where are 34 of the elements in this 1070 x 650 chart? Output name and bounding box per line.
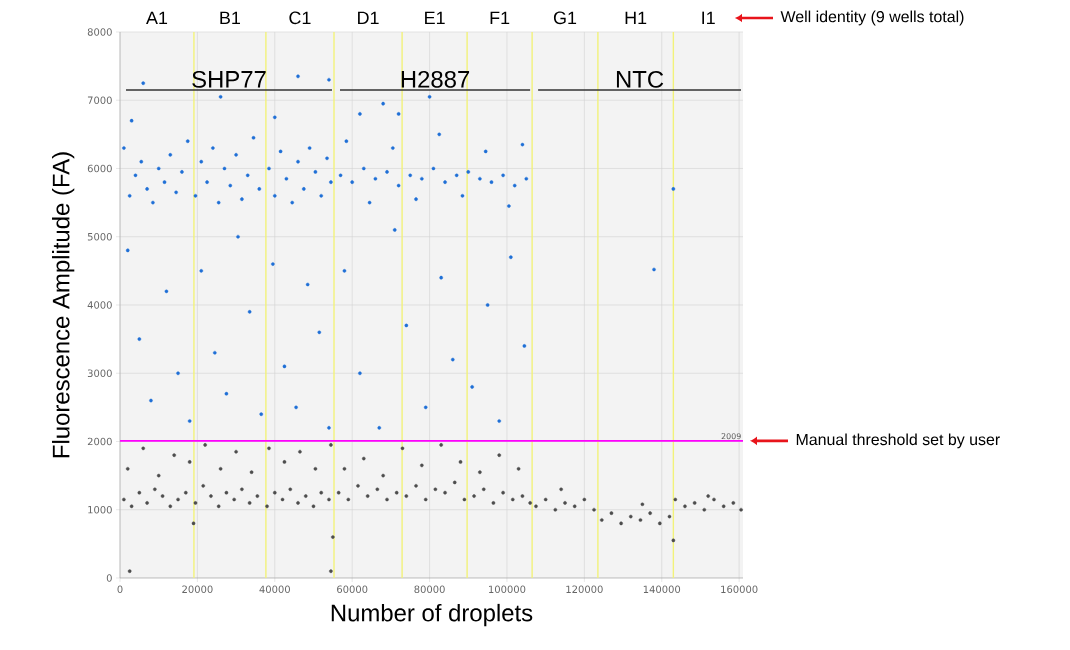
text: F1 [490, 11, 510, 24]
annotation: SHP77 [192, 70, 266, 88]
annotation: NTC [616, 70, 664, 88]
annotation: H2887 [401, 70, 470, 88]
y-tick-label: 4000 [87, 301, 112, 309]
y-tick-label: 5000 [87, 232, 112, 241]
y-tick-label: 3000 [87, 369, 112, 377]
y-tick-label: 2000 [87, 437, 112, 446]
text: Well identity (9 wells total) [780, 10, 964, 26]
text: A1 [146, 11, 168, 24]
x-tick-label: 100000 [489, 585, 526, 594]
x-axis-title: Number of droplets [331, 603, 533, 627]
x-tick-label: 60000 [337, 585, 368, 594]
y-tick-label: 7000 [87, 96, 112, 104]
y-tick-label: 1000 [88, 505, 112, 514]
text: Manual threshold set by user [796, 433, 1000, 449]
x-tick-label: 80000 [414, 585, 445, 594]
y-tick-label: 6000 [87, 164, 112, 173]
y-tick-label: 8000 [87, 28, 112, 36]
x-tick-label: 20000 [182, 585, 213, 594]
x-tick-label: 40000 [259, 585, 290, 594]
text: H1 [625, 11, 647, 24]
x-tick-label: 0 [117, 585, 123, 594]
text: I1 [702, 11, 715, 24]
text: B1 [220, 11, 240, 24]
text: C1 [289, 11, 311, 25]
x-tick-label: 120000 [566, 585, 603, 594]
y-axis-title: Fluorescence Amplitude (FA) [52, 152, 75, 458]
text: G1 [553, 11, 577, 25]
x-tick-label: 140000 [643, 585, 681, 594]
text: D1 [358, 11, 379, 24]
text: E1 [425, 11, 445, 24]
x-tick-label: 160000 [721, 585, 758, 594]
y-tick-label: 0 [106, 574, 112, 582]
